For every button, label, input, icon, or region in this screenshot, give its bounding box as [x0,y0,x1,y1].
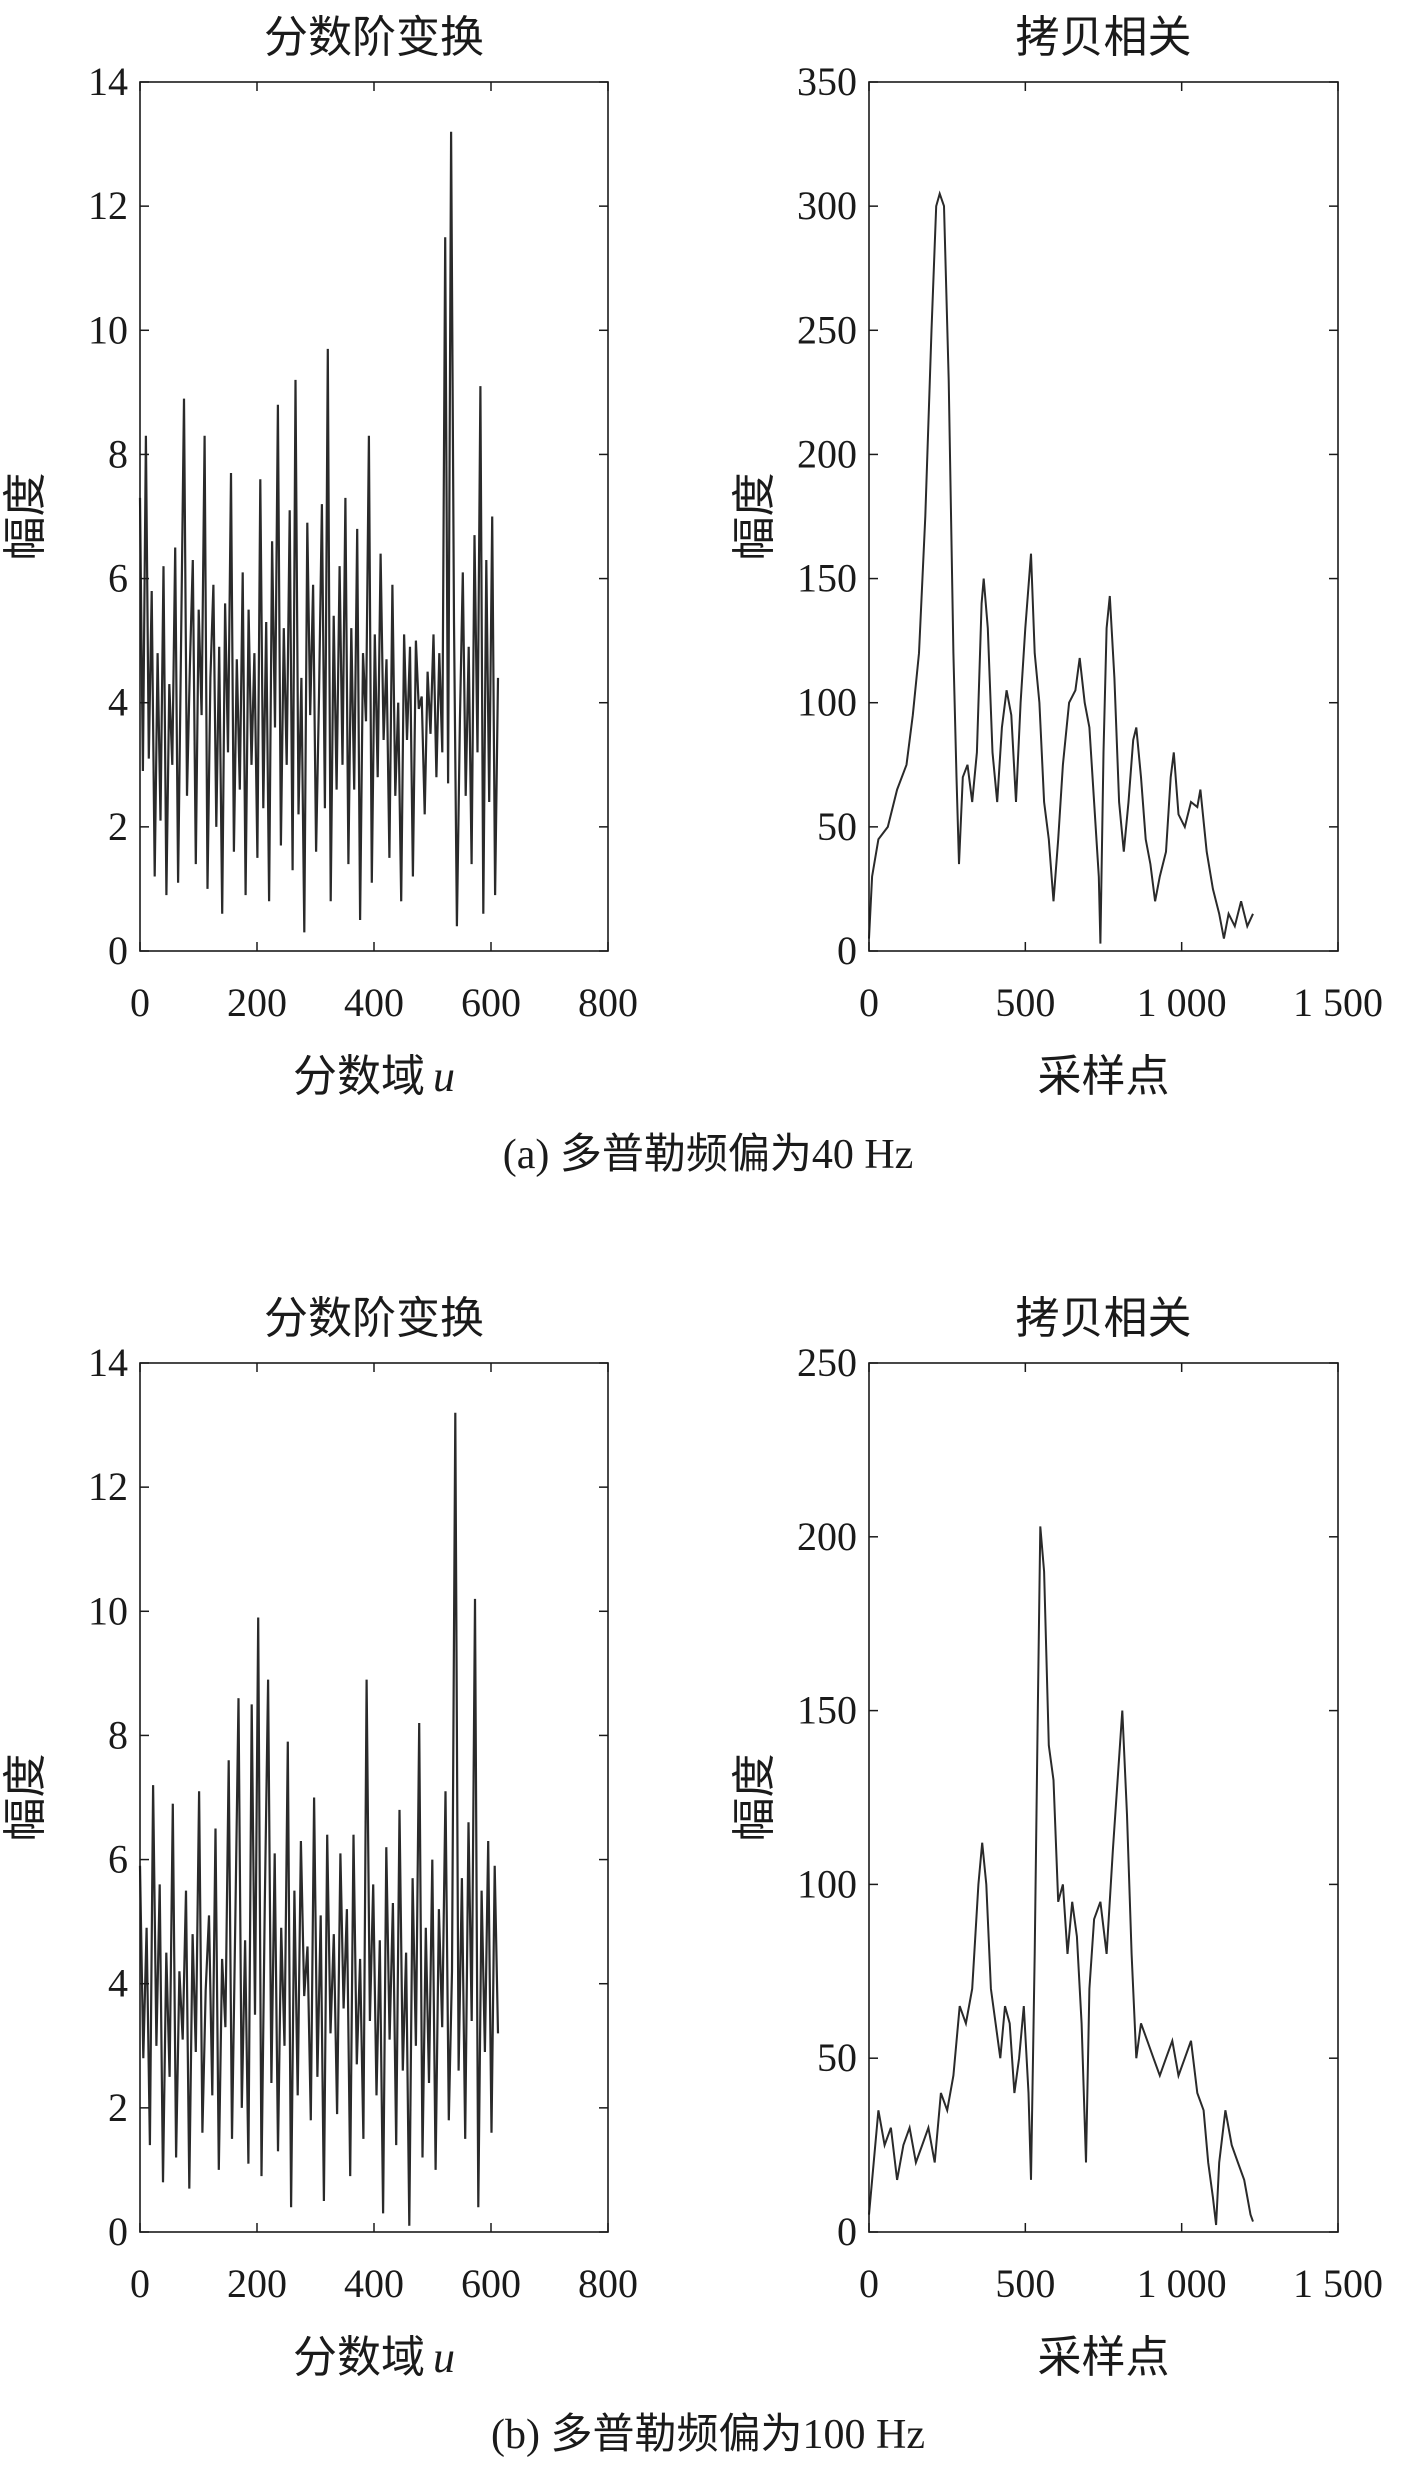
chart-title: 拷贝相关 [1016,1294,1192,1343]
x-tick-label: 800 [578,2261,638,2306]
data-series-line [138,131,500,933]
y-tick-label: 0 [837,2209,857,2254]
y-axis-label: 幅度 [730,473,779,561]
x-tick-label: 0 [130,2261,150,2306]
x-axis-label: 采样点 [1038,1052,1170,1101]
y-tick-label: 50 [817,2035,857,2080]
y-tick-label: 4 [108,680,128,725]
x-tick-label: 1 000 [1137,980,1227,1025]
y-tick-label: 250 [797,307,857,352]
x-axis-label-variable: u [433,2333,455,2382]
y-axis-label: 幅度 [730,1754,779,1842]
data-series-line [868,1526,1254,2226]
y-tick-label: 12 [88,183,128,228]
data-series-line [138,1412,500,2226]
x-tick-label: 0 [859,980,879,1025]
x-axis-label-variable: u [433,1052,455,1101]
y-tick-label: 8 [108,1712,128,1757]
caption-b: (b) 多普勒频偏为100 Hz [491,2412,925,2458]
x-tick-label: 200 [227,2261,287,2306]
x-axis-label: 采样点 [1038,2333,1170,2382]
x-axis-label: 分数域 u [293,1052,455,1101]
x-tick-label: 200 [227,980,287,1025]
axes-box [139,81,609,952]
y-tick-label: 50 [817,804,857,849]
x-tick-label: 500 [995,2261,1055,2306]
y-tick-label: 10 [88,307,128,352]
y-tick-label: 100 [797,680,857,725]
y-tick-label: 0 [108,2209,128,2254]
y-tick-label: 4 [108,1961,128,2006]
y-axis-label: 幅度 [1,473,50,561]
x-tick-label: 400 [344,2261,404,2306]
x-tick-label: 600 [461,2261,521,2306]
y-tick-label: 150 [797,1688,857,1733]
y-tick-label: 100 [797,1861,857,1906]
y-tick-label: 0 [837,928,857,973]
x-tick-label: 600 [461,980,521,1025]
y-tick-label: 200 [797,1514,857,1559]
y-tick-label: 2 [108,804,128,849]
y-tick-label: 8 [108,431,128,476]
y-tick-label: 200 [797,431,857,476]
chart-title: 分数阶变换 [264,1294,484,1343]
x-tick-label: 800 [578,980,638,1025]
y-tick-label: 350 [797,59,857,104]
y-tick-label: 12 [88,1464,128,1509]
chart-title: 拷贝相关 [1016,13,1192,62]
y-tick-label: 150 [797,556,857,601]
axes-box [868,81,1339,952]
x-tick-label: 500 [995,980,1055,1025]
data-series-line [868,190,1254,944]
y-tick-label: 10 [88,1588,128,1633]
y-tick-label: 250 [797,1340,857,1385]
y-tick-label: 14 [88,59,128,104]
axes-box [139,1362,609,2233]
y-tick-label: 6 [108,556,128,601]
y-axis-label: 幅度 [1,1754,50,1842]
x-tick-label: 0 [130,980,150,1025]
axes-box [868,1362,1339,2233]
x-axis-label: 分数域 u [293,2333,455,2382]
caption-a: (a) 多普勒频偏为40 Hz [503,1132,914,1178]
x-tick-label: 1 500 [1293,2261,1383,2306]
x-tick-label: 400 [344,980,404,1025]
y-tick-label: 2 [108,2085,128,2130]
x-tick-label: 1 500 [1293,980,1383,1025]
y-tick-label: 0 [108,928,128,973]
y-tick-label: 300 [797,183,857,228]
x-tick-label: 1 000 [1137,2261,1227,2306]
chart-title: 分数阶变换 [264,13,484,62]
y-tick-label: 6 [108,1837,128,1882]
x-tick-label: 0 [859,2261,879,2306]
chart-a-right: 0 50 100 150 200 250 300 350 0 500 1 000 1 500 拷贝相关采… [730,13,1383,1101]
y-tick-label: 14 [88,1340,128,1385]
